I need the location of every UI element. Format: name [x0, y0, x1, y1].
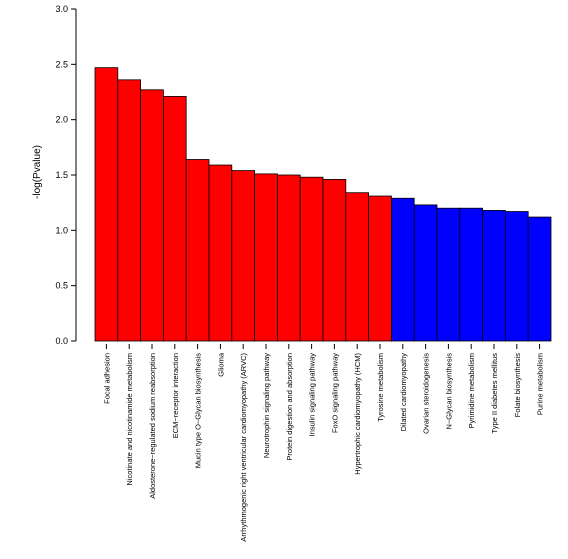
- x-category-label: Ovarian steroidogenesis: [422, 353, 431, 434]
- y-tick-label: 1.0: [55, 225, 68, 235]
- x-category-label: Dilated cardiomyopathy: [399, 353, 408, 432]
- x-category-label: Purine metabolism: [536, 353, 545, 415]
- bar-11: [322, 179, 347, 342]
- bar-4: [162, 96, 187, 342]
- bar-12: [345, 192, 369, 342]
- bar-2: [117, 79, 142, 342]
- bar-16: [436, 207, 461, 342]
- y-axis-label: -log(Pvalue): [32, 145, 43, 199]
- x-category-label: Focal adhesion: [102, 353, 111, 404]
- x-category-label: FoxO signaling pathway: [330, 353, 339, 433]
- x-axis: Focal adhesion Nicotinate and nicotinamid…: [102, 344, 545, 542]
- x-category-label: Protein digestion and absorption: [285, 353, 294, 461]
- bar-6: [208, 164, 233, 342]
- x-category-label: Mucin type O−Glycan biosynthesis: [194, 353, 203, 469]
- bar-7: [231, 170, 256, 342]
- x-category-label: Type II diabetes mellitus: [490, 353, 499, 434]
- bar-20: [527, 216, 552, 342]
- y-tick-label: 3.0: [55, 4, 68, 14]
- y-tick-label: 2.5: [55, 59, 68, 69]
- bar-5: [185, 159, 210, 342]
- x-category-label: Aldosterone−regulated sodium reabsorptio…: [148, 353, 157, 499]
- y-tick-label: 0.0: [55, 336, 68, 346]
- y-axis: 0.0 0.5 1.0 1.5 2.0 2.5 3.0: [55, 4, 77, 346]
- x-category-label: Glioma: [216, 352, 225, 377]
- x-category-label: Tyrosine metabolism: [376, 353, 385, 422]
- x-category-label: Arrhythmogenic right ventricular cardiom…: [239, 353, 248, 542]
- x-category-label: ECM−receptor interaction: [171, 353, 180, 438]
- bar-3: [140, 89, 164, 342]
- x-category-label: Folate biosynthesis: [513, 353, 522, 417]
- y-tick-label: 1.5: [55, 170, 68, 180]
- bar-14: [390, 197, 415, 342]
- bar-18: [482, 210, 506, 342]
- bar-9: [276, 174, 301, 342]
- bar-17: [459, 207, 483, 342]
- bar-1: [94, 67, 119, 342]
- bars-group: [94, 67, 552, 342]
- bar-13: [368, 195, 392, 342]
- x-category-label: Hypertrophic cardiomyopathy (HCM): [353, 352, 362, 474]
- x-category-label: Nicotinate and nicotinamide metabolism: [125, 353, 134, 486]
- bar-10: [299, 176, 324, 342]
- x-category-label: N−Glycan biosynthesis: [444, 353, 453, 430]
- x-category-label: Neurotrophin signaling pathway: [262, 353, 271, 458]
- bar-15: [413, 204, 438, 342]
- y-tick-label: 0.5: [55, 281, 68, 291]
- bar-19: [504, 211, 529, 342]
- bar-8: [254, 173, 278, 342]
- x-category-label: Pyrimidine metabolism: [467, 353, 476, 428]
- x-category-label: Insulin signaling pathway: [308, 353, 317, 437]
- y-tick-label: 2.0: [55, 115, 68, 125]
